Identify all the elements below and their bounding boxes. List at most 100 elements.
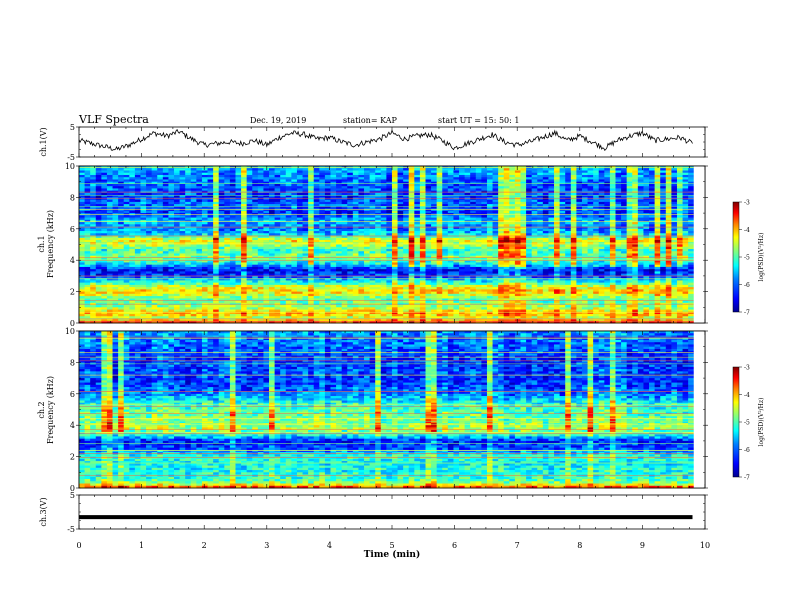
- spectrogram-cell: [79, 233, 85, 236]
- spectrogram-cell: [207, 186, 214, 189]
- spectrogram-cell: [520, 174, 527, 178]
- spectrogram-cell: [570, 262, 577, 266]
- spectrogram-cell: [118, 186, 125, 189]
- spectrogram-cell: [537, 240, 544, 243]
- spectrogram-cell: [391, 168, 398, 171]
- spectrogram-cell: [252, 186, 259, 189]
- spectrogram-cell: [615, 244, 622, 248]
- spectrogram-cell: [570, 248, 577, 252]
- spectrogram-cell: [498, 215, 505, 218]
- spectrogram-cell: [671, 204, 678, 207]
- spectrogram-cell: [274, 248, 281, 252]
- spectrogram-cell: [548, 224, 555, 227]
- spectrogram-cell: [503, 210, 510, 214]
- spectrogram-cell: [207, 251, 214, 254]
- spectrogram-cell: [643, 170, 650, 174]
- spectrogram-cell: [324, 192, 331, 196]
- spectrogram-cell: [436, 226, 443, 230]
- spectrogram-cell: [196, 172, 203, 176]
- spectrogram-cell: [425, 170, 432, 174]
- spectrogram-cell: [252, 192, 259, 196]
- spectrogram-cell: [106, 228, 113, 232]
- spectrogram-cell: [548, 168, 555, 171]
- spectrogram-cell: [447, 228, 454, 232]
- spectrogram-cell: [369, 253, 376, 257]
- spectrogram-cell: [554, 192, 561, 196]
- spectrogram-cell: [118, 222, 125, 225]
- spectrogram-cell: [676, 251, 683, 254]
- spectrogram-cell: [358, 168, 365, 171]
- spectrogram-cell: [442, 174, 449, 178]
- spectrogram-cell: [436, 222, 443, 225]
- spectrogram-cell: [481, 224, 488, 227]
- spectrogram-cell: [671, 248, 678, 252]
- spectrogram-cell: [285, 210, 292, 214]
- spectrogram-cell: [581, 208, 588, 212]
- spectrogram-cell: [660, 204, 667, 207]
- spectrogram-cell: [587, 226, 594, 230]
- spectrogram-cell: [129, 224, 136, 227]
- spectrogram-cell: [386, 215, 393, 218]
- spectrogram-cell: [408, 231, 415, 234]
- spectrogram-cell: [257, 215, 264, 218]
- spectrogram-cell: [95, 253, 102, 257]
- spectrogram-cell: [554, 199, 561, 203]
- spectrogram-cell: [218, 244, 225, 248]
- spectrogram-cell: [464, 215, 471, 218]
- spectrogram-cell: [140, 233, 147, 236]
- spectrogram-cell: [470, 168, 477, 171]
- spectrogram-cell: [218, 222, 225, 225]
- spectrogram-cell: [581, 253, 588, 257]
- spectrogram-cell: [90, 204, 97, 207]
- spectrogram-cell: [274, 228, 281, 232]
- spectrogram-cell: [174, 226, 180, 230]
- spectrogram-cell: [548, 253, 555, 257]
- spectrogram-cell: [330, 174, 337, 178]
- spectrogram-cell: [151, 248, 158, 252]
- spectrogram-cell: [598, 210, 605, 214]
- spectrogram-cell: [425, 206, 432, 210]
- spectrogram-cell: [453, 262, 460, 266]
- spectrogram-cell: [654, 177, 661, 180]
- spectrogram-cell: [632, 183, 639, 187]
- spectrogram-cell: [302, 177, 309, 180]
- spectrogram-cell: [336, 228, 343, 232]
- spectrogram-cell: [509, 188, 516, 192]
- spectrogram-cell: [503, 168, 510, 171]
- spectrogram-cell: [391, 204, 398, 207]
- spectrogram-cell: [654, 240, 661, 243]
- spectrogram-cell: [229, 253, 236, 257]
- spectrogram-cell: [123, 188, 130, 192]
- spectrogram-cell: [609, 262, 616, 266]
- spectrogram-cell: [481, 226, 488, 230]
- spectrogram-cell: [660, 246, 667, 250]
- spectrogram-cell: [548, 233, 555, 236]
- spectrogram-cell: [380, 251, 387, 254]
- spectrogram-cell: [470, 235, 477, 239]
- spectrogram-cell: [280, 177, 287, 180]
- spectrogram-cell: [246, 192, 253, 196]
- spectrogram-cell: [475, 192, 482, 196]
- spectrogram-cell: [207, 206, 214, 210]
- spectrogram-cell: [308, 228, 315, 232]
- spectrogram-cell: [542, 233, 549, 236]
- spectrogram-cell: [213, 197, 220, 201]
- spectrogram-cell: [386, 195, 393, 198]
- spectrogram-cell: [442, 240, 449, 243]
- spectrogram-cell: [168, 228, 175, 232]
- spectrogram-cell: [436, 201, 443, 205]
- spectrogram-cell: [447, 197, 454, 201]
- spectrogram-cell: [207, 168, 214, 171]
- spectrogram-cell: [604, 246, 611, 250]
- spectrogram-cell: [101, 177, 108, 180]
- spectrogram-cell: [319, 222, 326, 225]
- spectrogram-cell: [224, 235, 231, 239]
- spectrogram-cell: [185, 208, 192, 212]
- spectrogram-cell: [296, 244, 303, 248]
- spectrogram-cell: [151, 186, 158, 189]
- spectrogram-cell: [313, 179, 320, 183]
- spectrogram-cell: [218, 197, 225, 201]
- spectrogram-cell: [581, 186, 588, 189]
- spectrogram-cell: [542, 186, 549, 189]
- spectrogram-cell: [213, 224, 220, 227]
